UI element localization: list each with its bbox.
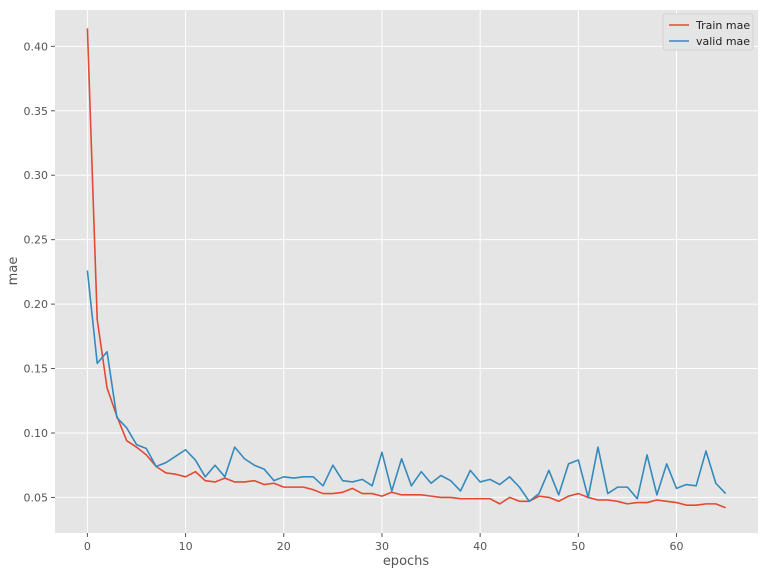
legend: Train mae valid mae — [662, 13, 754, 51]
y-tick-label: 0.10 — [24, 427, 49, 440]
plot-area — [55, 10, 758, 533]
series-line-1 — [86, 28, 726, 509]
x-axis-label: epochs — [383, 554, 430, 569]
x-tick-label: 40 — [473, 540, 487, 553]
series-line-2 — [86, 270, 727, 503]
gridlines — [55, 10, 758, 533]
legend-label-1: Train mae — [695, 19, 750, 32]
y-tick-label: 0.30 — [24, 169, 49, 182]
series-layer — [86, 28, 727, 509]
legend-label-2: valid mae — [696, 35, 750, 48]
x-tick-label: 60 — [670, 540, 684, 553]
x-tick-label: 20 — [277, 540, 291, 553]
x-tick-label: 0 — [84, 540, 91, 553]
y-tick-label: 0.05 — [24, 491, 49, 504]
x-tick-label: 30 — [375, 540, 389, 553]
y-tick-label: 0.40 — [24, 40, 49, 53]
x-axis-ticks: 0 10 20 30 40 50 60 — [84, 533, 684, 553]
y-axis-ticks: 0.05 0.10 0.15 0.20 0.25 0.30 0.35 0.40 — [24, 40, 55, 504]
x-tick-label: 10 — [179, 540, 193, 553]
y-tick-label: 0.15 — [24, 363, 49, 376]
y-tick-label: 0.35 — [24, 105, 49, 118]
x-tick-label: 50 — [571, 540, 585, 553]
y-axis-label: mae — [6, 257, 21, 286]
y-tick-label: 0.25 — [24, 234, 49, 247]
y-tick-label: 0.20 — [24, 298, 49, 311]
